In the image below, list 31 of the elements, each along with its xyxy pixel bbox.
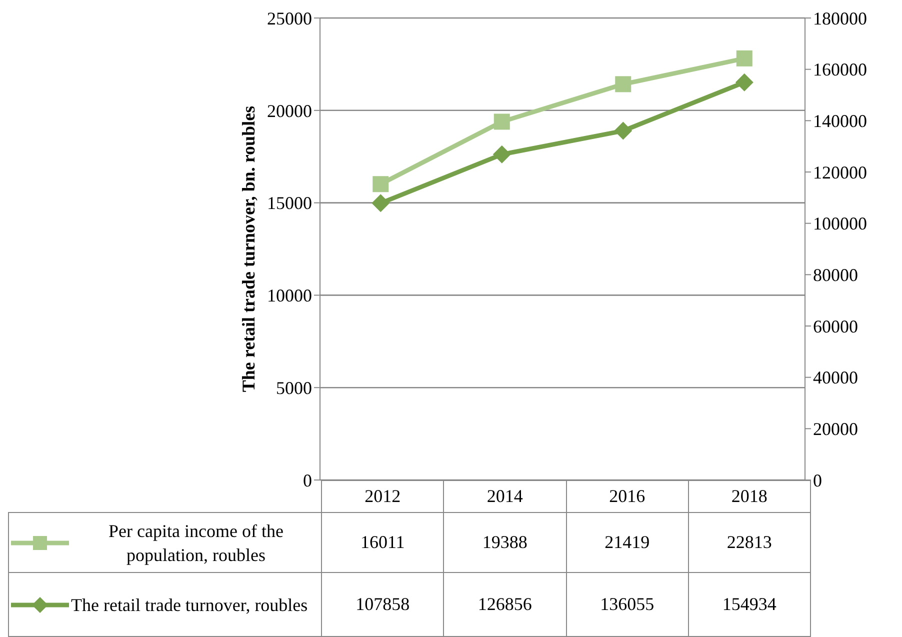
data-label: 126856 <box>444 572 566 636</box>
x-tick-label: 2014 <box>444 480 566 512</box>
y2-tick-label: 140000 <box>813 111 867 132</box>
y2-tick-label: 100000 <box>813 214 867 234</box>
data-label: 136055 <box>566 572 688 636</box>
data-label: 21419 <box>566 512 688 572</box>
y2-tick-label: 80000 <box>813 265 858 286</box>
y2-tick-label: 0 <box>813 470 822 490</box>
x-tick-label: 2012 <box>322 480 444 512</box>
x-tick-label: 2016 <box>566 480 688 512</box>
y-tick-label: 10000 <box>267 286 312 306</box>
y-tick-label: 5000 <box>276 378 312 398</box>
y-tick-label: 0 <box>303 470 312 490</box>
x-tick-label: 2018 <box>688 480 810 512</box>
y2-tick-label: 40000 <box>813 368 858 388</box>
legend-label: The retail trade turnover, roubles <box>71 594 308 616</box>
y-tick-label: 15000 <box>267 193 312 214</box>
y2-tick-label: 180000 <box>813 8 867 28</box>
y2-tick-label: 60000 <box>813 316 858 336</box>
data-label: 154934 <box>688 572 810 636</box>
legend-label: Per capita income of the population, roubles <box>108 520 284 566</box>
y2-tick-label: 20000 <box>813 419 858 440</box>
y2-tick-label: 160000 <box>813 60 867 80</box>
y-tick-label: 25000 <box>267 8 312 28</box>
y2-tick-label: 120000 <box>813 162 867 182</box>
data-label: 19388 <box>444 512 566 572</box>
y-axis-title: The retail trade turnover, bn. roubles <box>238 106 258 392</box>
y-tick-label: 20000 <box>267 100 312 121</box>
data-label: 16011 <box>322 512 444 572</box>
data-label: 107858 <box>322 572 444 636</box>
data-label: 22813 <box>688 512 810 572</box>
